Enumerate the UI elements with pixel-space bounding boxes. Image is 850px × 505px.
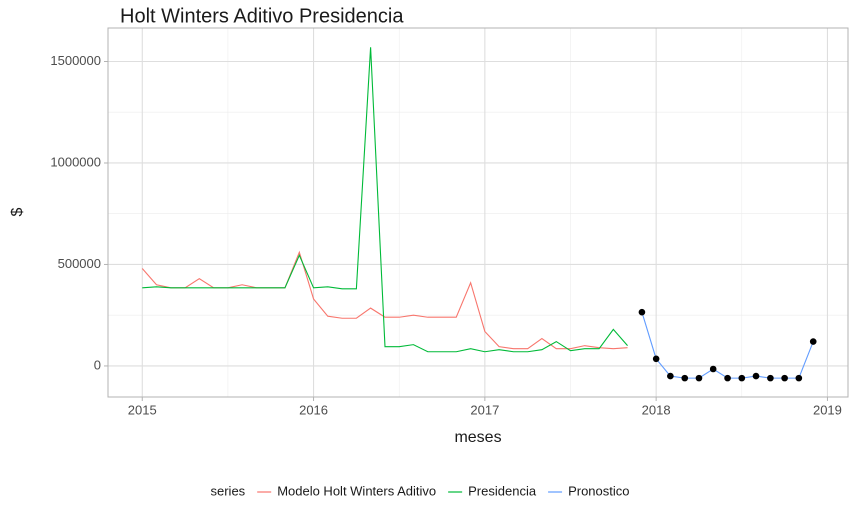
x-tick-label: 2019 — [813, 402, 842, 417]
series-point — [709, 365, 717, 373]
series-point — [767, 374, 774, 382]
x-tick-label: 2015 — [128, 402, 157, 417]
x-axis-title: meses — [454, 429, 501, 446]
x-tick-label: 2016 — [299, 402, 328, 417]
legend-title: series — [211, 483, 246, 498]
y-tick-label: 1500000 — [50, 53, 101, 68]
plot-border — [107, 27, 849, 398]
series-point — [781, 374, 788, 382]
series-point — [667, 372, 674, 380]
series-point — [738, 374, 746, 382]
legend-label: Modelo Holt Winters Aditivo — [277, 483, 436, 498]
series-point — [695, 374, 703, 382]
legend-label: Pronostico — [568, 483, 629, 498]
x-tick-label: 2017 — [470, 402, 499, 417]
y-tick-label: 1000000 — [50, 154, 101, 169]
series-point — [652, 355, 660, 363]
series-point — [638, 308, 646, 316]
y-axis-title: $ — [9, 207, 26, 216]
series-point — [681, 374, 689, 382]
series-point — [752, 372, 760, 380]
series-line — [142, 47, 628, 353]
y-tick-label: 0 — [94, 357, 101, 372]
series-point — [809, 338, 817, 345]
series-point — [724, 374, 731, 382]
chart-title: Holt Winters Aditivo Presidencia — [120, 5, 404, 27]
series-point — [795, 374, 803, 382]
series-line — [641, 311, 814, 379]
y-tick-label: 500000 — [58, 256, 101, 271]
legend-label: Presidencia — [468, 483, 537, 498]
x-tick-label: 2018 — [642, 402, 671, 417]
